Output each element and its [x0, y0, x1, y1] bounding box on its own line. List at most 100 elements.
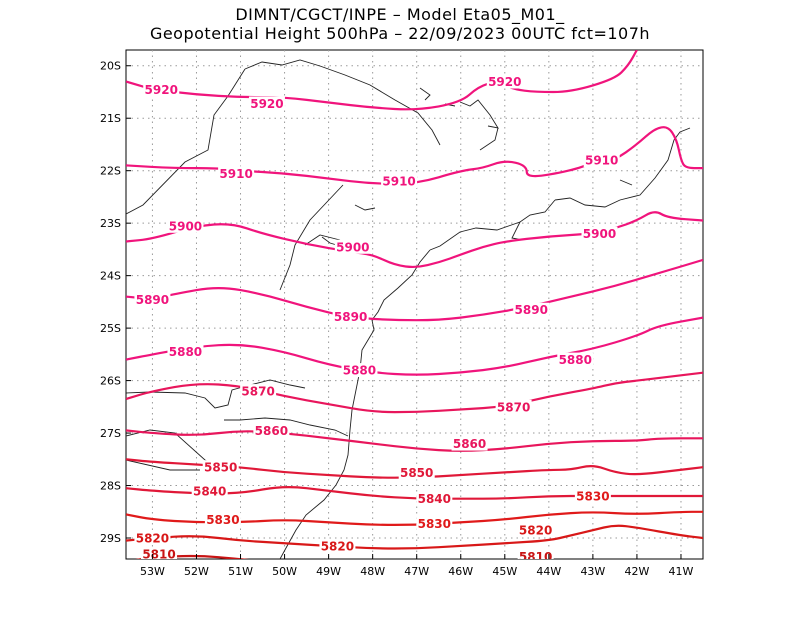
y-tick-label: 24S — [100, 270, 121, 283]
contour-label-bg — [191, 483, 228, 498]
contour-label-5840: 5840 — [418, 492, 451, 506]
contour-label-5830: 5830 — [418, 517, 451, 531]
contour-label-bg — [583, 153, 620, 168]
contour-label-5810: 5810 — [142, 547, 175, 561]
contour-label-bg — [513, 302, 550, 317]
contour-label-bg — [332, 309, 369, 324]
contour-label-5920: 5920 — [488, 75, 521, 89]
x-tick-label: 50W — [272, 565, 297, 578]
contour-label-5830: 5830 — [206, 513, 239, 527]
contour-label-bg — [319, 538, 356, 553]
contour-label-bg — [416, 491, 453, 506]
contour-label-bg — [218, 166, 255, 181]
contour-label-bg — [381, 174, 418, 189]
contour-label-5880: 5880 — [343, 364, 376, 378]
x-tick-label: 48W — [360, 565, 385, 578]
contour-label-bg — [141, 546, 178, 559]
contour-label-5910: 5910 — [585, 154, 618, 168]
y-tick-label: 20S — [100, 60, 121, 73]
contour-label-bg — [134, 531, 171, 546]
x-tick-label: 41W — [669, 565, 694, 578]
x-tick-label: 52W — [184, 565, 209, 578]
title-line-2: Geopotential Height 500hPa – 22/09/2023 … — [149, 24, 651, 43]
contour-label-5810: 5810 — [519, 550, 552, 564]
contour-label-5900: 5900 — [583, 227, 616, 241]
contour-label-bg — [334, 239, 371, 254]
x-tick-label: 44W — [536, 565, 561, 578]
contour-label-5920: 5920 — [250, 97, 283, 111]
contour-label-bg — [557, 352, 594, 367]
contour-5870 — [126, 371, 703, 414]
contour-5820 — [126, 524, 703, 550]
contour-label-5820: 5820 — [136, 532, 169, 546]
contour-label-bg — [416, 516, 453, 531]
contour-labels: 5920 5920 5920 5910 5910 5910 5900 5900 5900 5890… — [134, 74, 620, 564]
x-tick-label: 47W — [404, 565, 429, 578]
contour-5910 — [126, 126, 703, 185]
x-tick-label: 43W — [580, 565, 605, 578]
title-line-1: DIMNT/CGCT/INPE – Model Eta05_M01_ — [235, 5, 565, 24]
contour-label-5870: 5870 — [497, 400, 530, 414]
contour-label-5820: 5820 — [519, 524, 552, 538]
x-tick-label: 42W — [624, 565, 649, 578]
contour-label-bg — [341, 363, 378, 378]
contour-5920 — [126, 50, 638, 111]
contour-label-5820: 5820 — [321, 539, 354, 553]
contour-label-bg — [451, 436, 488, 451]
contour-label-bg — [240, 384, 277, 399]
x-axis: 53W 52W 51W 50W 49W 48W 47W 46W 45W 44W 43W 42W 41W — [140, 554, 694, 578]
y-tick-label: 22S — [100, 165, 121, 178]
y-axis: 20S 21S 22S 23S 24S 25S 26S 27S 28S 29S — [100, 60, 131, 545]
y-tick-label: 26S — [100, 375, 121, 388]
plot-frame — [125, 49, 704, 560]
contour-label-5910: 5910 — [219, 167, 252, 181]
contour-label-bg — [486, 74, 523, 89]
y-tick-label: 28S — [100, 480, 121, 493]
contour-5900 — [126, 211, 703, 269]
contour-label-bg — [398, 465, 435, 480]
x-tick-label: 45W — [492, 565, 517, 578]
contour-label-5890: 5890 — [136, 293, 169, 307]
contour-label-bg — [143, 82, 180, 97]
x-tick-label: 51W — [228, 565, 253, 578]
contour-label-5850: 5850 — [400, 466, 433, 480]
contour-label-bg — [204, 512, 241, 527]
contour-label-bg — [581, 226, 618, 241]
contour-label-bg — [517, 549, 554, 559]
contour-label-bg — [167, 218, 204, 233]
contour-label-5850: 5850 — [204, 461, 237, 475]
contour-5860 — [126, 429, 703, 452]
contour-label-5840: 5840 — [193, 484, 226, 498]
x-tick-label: 49W — [316, 565, 341, 578]
y-tick-label: 27S — [100, 427, 121, 440]
contour-label-5910: 5910 — [382, 175, 415, 189]
contour-label-5860: 5860 — [255, 424, 288, 438]
contour-5880 — [126, 316, 703, 376]
contour-label-bg — [167, 344, 204, 359]
contour-label-5860: 5860 — [453, 437, 486, 451]
y-tick-label: 23S — [100, 217, 121, 230]
contour-5890 — [126, 258, 703, 322]
contour-label-bg — [253, 423, 290, 438]
contour-label-bg — [248, 96, 285, 111]
y-tick-label: 29S — [100, 532, 121, 545]
contour-label-5920: 5920 — [145, 83, 178, 97]
y-tick-label: 21S — [100, 112, 121, 125]
contour-label-5890: 5890 — [515, 303, 548, 317]
contour-label-5880: 5880 — [559, 353, 592, 367]
contour-label-bg — [574, 489, 611, 504]
contour-label-bg — [202, 460, 239, 475]
x-tick-label: 53W — [140, 565, 165, 578]
contour-label-5830: 5830 — [576, 490, 609, 504]
contour-label-5890: 5890 — [334, 310, 367, 324]
x-tick-label: 46W — [448, 565, 473, 578]
contour-label-bg — [517, 523, 554, 538]
y-tick-label: 25S — [100, 322, 121, 335]
contour-label-5870: 5870 — [241, 385, 274, 399]
contour-label-bg — [134, 292, 171, 307]
contour-label-5880: 5880 — [169, 345, 202, 359]
contour-label-bg — [495, 399, 532, 414]
contour-label-5900: 5900 — [336, 240, 369, 254]
contour-label-5900: 5900 — [169, 219, 202, 233]
